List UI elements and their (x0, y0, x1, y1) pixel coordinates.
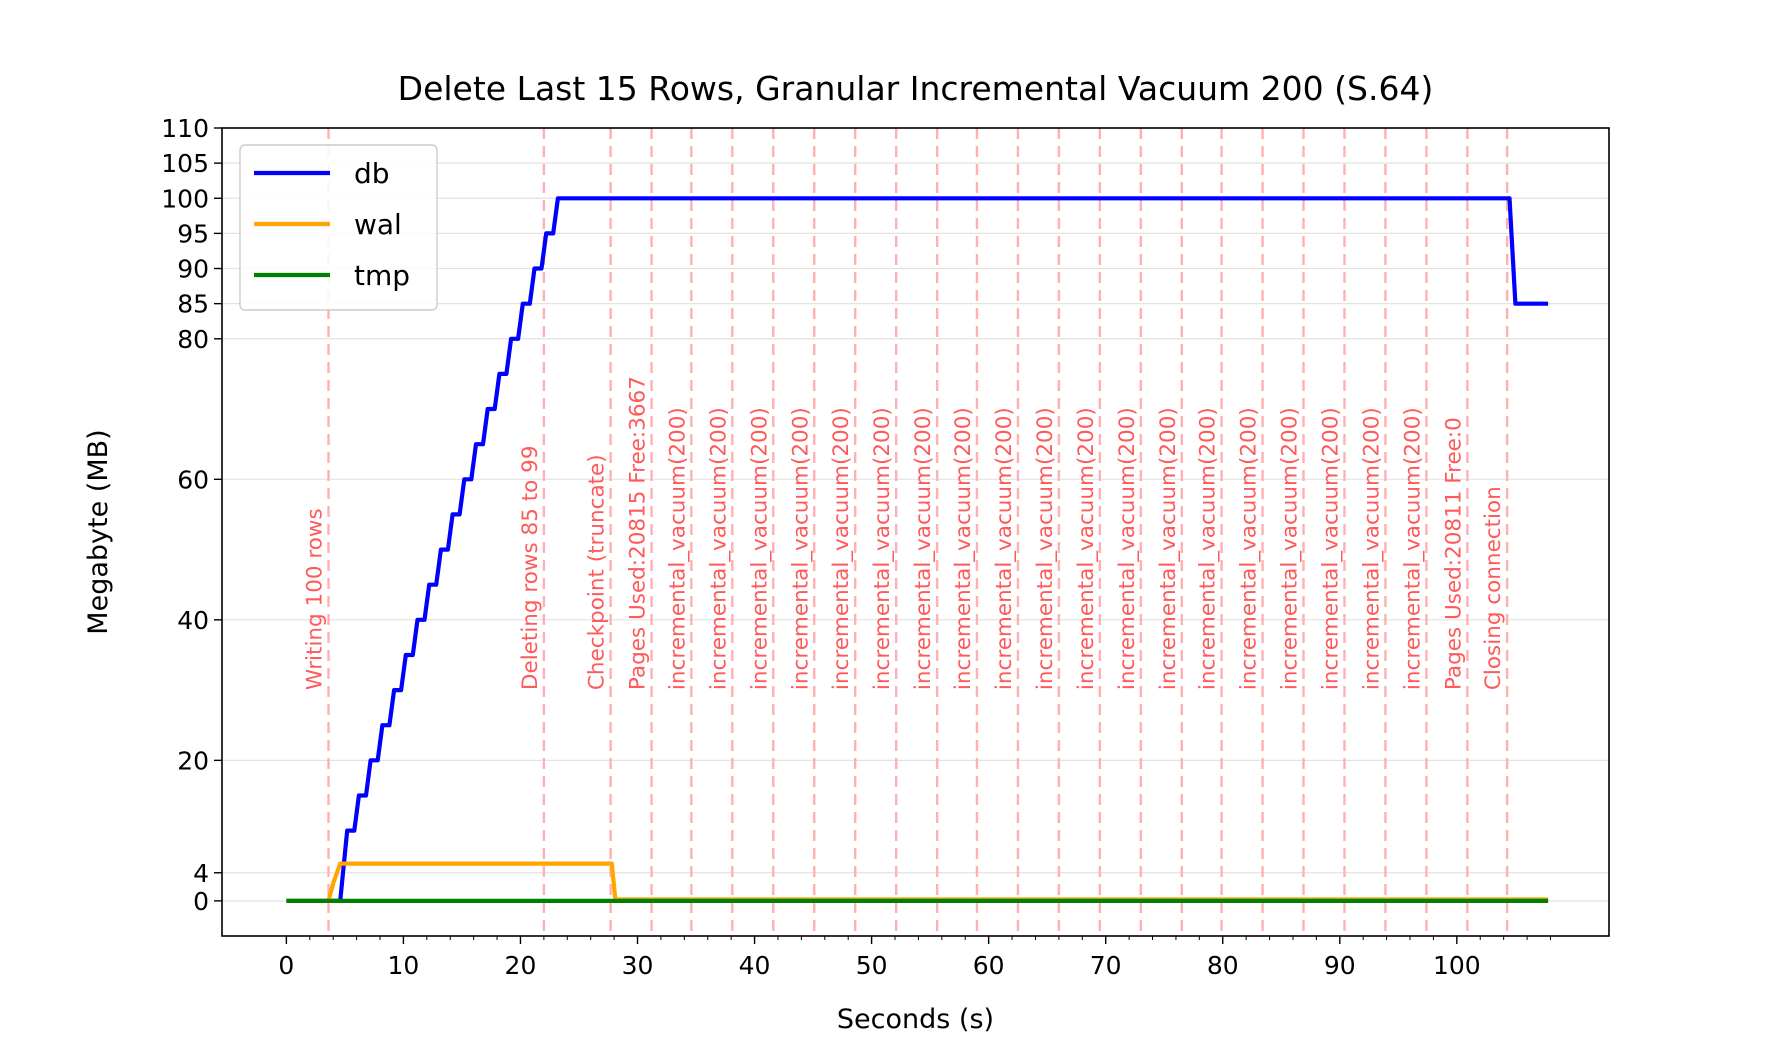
event-label: incremental_vacuum(200) (1278, 407, 1303, 690)
series-layer (286, 196, 1549, 903)
y-axis: 04 20 40 60 80 85 90 95 100 105 110 (161, 114, 222, 916)
x-tick-label: 10 (388, 951, 420, 980)
event-label: incremental_vacuum(200) (1115, 407, 1140, 690)
event-label: incremental_vacuum(200) (1318, 407, 1343, 690)
event-label: incremental_vacuum(200) (788, 407, 813, 690)
y-tick-label: 85 (177, 290, 209, 319)
y-axis-label: Megabyte (MB) (83, 429, 114, 634)
y-tick-label: 90 (177, 255, 209, 284)
x-tick-label: 100 (1433, 951, 1481, 980)
x-axis: 0 10 20 30 40 50 60 70 80 90 100 (278, 936, 1551, 980)
event-label: incremental_vacuum(200) (870, 407, 895, 690)
legend: db wal tmp (239, 144, 438, 311)
legend-label-tmp: tmp (354, 259, 410, 292)
event-label: incremental_vacuum(200) (747, 407, 772, 690)
x-tick-label: 0 (278, 951, 294, 980)
x-tick-label: 30 (622, 951, 654, 980)
x-tick-label: 70 (1090, 951, 1122, 980)
event-label: incremental_vacuum(200) (1074, 407, 1099, 690)
x-tick-label: 40 (739, 951, 771, 980)
x-tick-label: 20 (505, 951, 537, 980)
event-label: incremental_vacuum(200) (706, 407, 731, 690)
event-label: Pages Used:20811 Free:0 (1441, 417, 1466, 690)
event-label: incremental_vacuum(200) (829, 407, 854, 690)
y-tick-label: 20 (177, 746, 209, 775)
x-axis-label: Seconds (s) (837, 1004, 994, 1035)
event-label: Deleting rows 85 to 99 (518, 445, 543, 690)
y-tick-label: 4 (193, 859, 209, 888)
event-label: incremental_vacuum(200) (1359, 407, 1384, 690)
event-label: Writing 100 rows (303, 508, 328, 690)
chart-title: Delete Last 15 Rows, Granular Incrementa… (398, 69, 1434, 108)
y-tick-label: 0 (193, 887, 209, 916)
legend-label-wal: wal (354, 208, 402, 241)
event-label: incremental_vacuum(200) (992, 407, 1017, 690)
event-label: Pages Used:20815 Free:3667 (626, 376, 651, 690)
event-label: incremental_vacuum(200) (1156, 407, 1181, 690)
x-tick-label: 80 (1207, 951, 1239, 980)
event-label: Closing connection (1481, 486, 1506, 690)
event-layer: Writing 100 rows Deleting rows 85 to 99 Ch… (303, 128, 1509, 936)
x-tick-label: 50 (856, 951, 888, 980)
event-label: incremental_vacuum(200) (665, 407, 690, 690)
series-line-db (286, 196, 1549, 903)
plot-frame (221, 127, 1610, 937)
y-tick-label: 110 (161, 114, 209, 143)
y-tick-label: 60 (177, 465, 209, 494)
y-tick-label: 100 (161, 184, 209, 213)
y-tick-label: 95 (177, 219, 209, 248)
legend-box (239, 144, 438, 311)
event-label: incremental_vacuum(200) (951, 407, 976, 690)
y-tick-label: 80 (177, 325, 209, 354)
y-tick-label: 105 (161, 149, 209, 178)
event-label: Checkpoint (truncate) (585, 454, 610, 690)
event-label: incremental_vacuum(200) (1400, 407, 1425, 690)
event-label: incremental_vacuum(200) (1196, 407, 1221, 690)
event-label: incremental_vacuum(200) (911, 407, 936, 690)
x-tick-label: 90 (1324, 951, 1356, 980)
x-tick-label: 60 (973, 951, 1005, 980)
legend-label-db: db (354, 157, 390, 190)
event-label: incremental_vacuum(200) (1033, 407, 1058, 690)
y-tick-label: 40 (177, 606, 209, 635)
event-label: incremental_vacuum(200) (1237, 407, 1262, 690)
